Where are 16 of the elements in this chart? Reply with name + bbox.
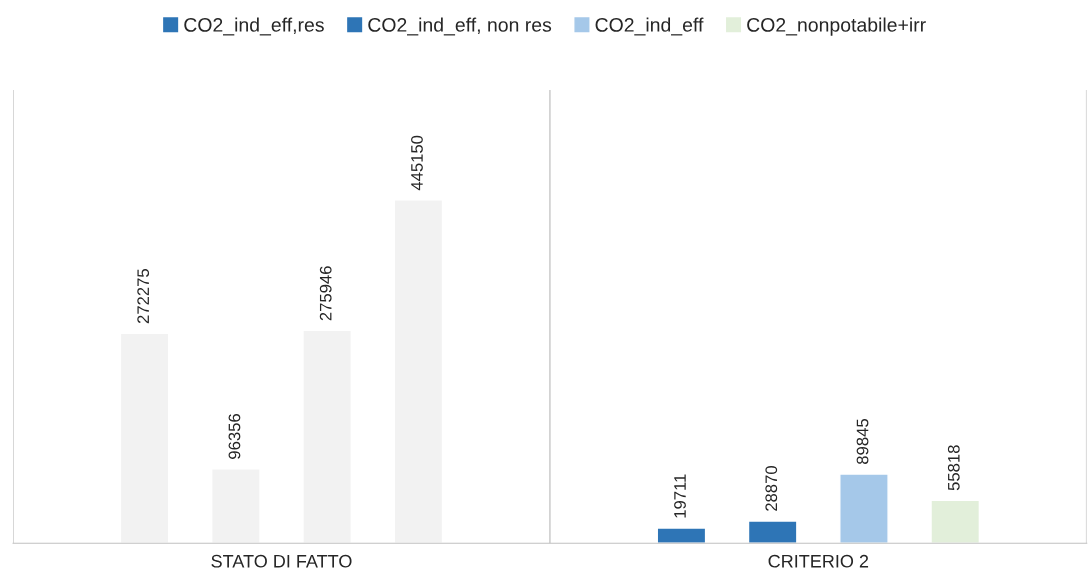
x-tick-label: STATO DI FATTO bbox=[211, 554, 352, 568]
data-label: 55818 bbox=[947, 445, 960, 491]
legend-label: CO2_ind_eff,res bbox=[184, 17, 324, 36]
bar bbox=[930, 499, 981, 544]
legend-label: CO2_nonpotabile+irr bbox=[747, 17, 926, 36]
legend-label: CO2_ind_eff, non res bbox=[368, 17, 552, 36]
data-label: 445150 bbox=[411, 135, 423, 191]
bar bbox=[839, 473, 889, 544]
x-tick-label: CRITERIO 2 bbox=[768, 554, 869, 568]
data-label: 89845 bbox=[856, 419, 869, 464]
data-label: 19711 bbox=[674, 474, 686, 518]
data-label: 28870 bbox=[765, 466, 778, 511]
data-label: 272275 bbox=[137, 269, 150, 324]
legend-label: CO2_ind_eff bbox=[595, 17, 704, 36]
data-label: 96356 bbox=[228, 414, 241, 459]
data-label: 275946 bbox=[319, 266, 332, 321]
